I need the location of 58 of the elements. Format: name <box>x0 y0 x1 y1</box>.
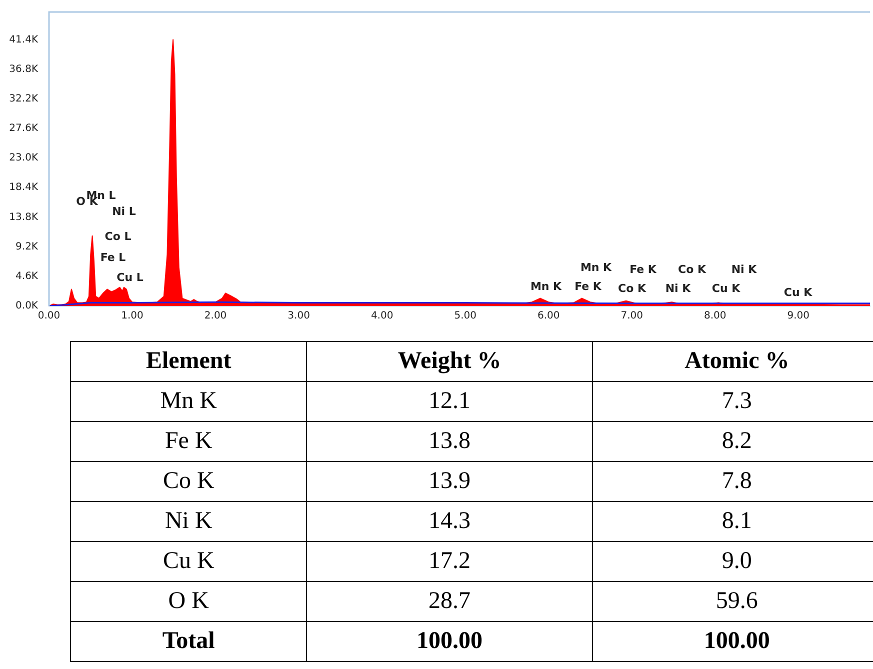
annotation: Co K <box>618 282 646 295</box>
annotation: Fe L <box>100 250 126 264</box>
annotation: Cu K <box>712 282 741 295</box>
y-tick-label: 41.4K <box>9 34 38 46</box>
x-tick-label: 7.00 <box>620 310 643 322</box>
text: 14.3 <box>306 502 592 542</box>
category-label: Weight % <box>306 342 592 382</box>
y-tick-label: 18.4K <box>9 182 38 194</box>
text: 17.2 <box>306 542 592 582</box>
annotation: Ni K <box>665 282 692 295</box>
text: 7.3 <box>592 382 873 422</box>
text: 8.2 <box>592 422 873 462</box>
x-tick-label: 6.00 <box>537 310 560 322</box>
x-tick-label: 2.00 <box>204 310 227 322</box>
text: 9.0 <box>592 542 873 582</box>
annotation: Fe K <box>630 262 657 276</box>
text: 13.9 <box>306 462 592 502</box>
annotation: Ni K <box>731 262 758 276</box>
text: Fe K <box>70 422 307 462</box>
x-tick-label: 8.00 <box>704 310 726 322</box>
y-tick-label: 27.6K <box>9 123 38 134</box>
annotation: Fe K <box>574 280 602 293</box>
text: Co K <box>70 462 307 502</box>
x-tick-label: 1.00 <box>121 310 144 322</box>
annotation: Cu L <box>116 270 144 284</box>
text: 59.6 <box>592 582 873 622</box>
text: 28.7 <box>306 582 592 622</box>
category-label: Element <box>70 342 307 382</box>
annotation: Mn K <box>530 280 562 293</box>
x-tick-label: 5.00 <box>454 310 476 322</box>
text: Cu K <box>70 542 307 582</box>
y-tick-label: 4.6K <box>16 271 38 282</box>
y-tick-label: 13.8K <box>9 212 38 223</box>
annotation: Co L <box>104 230 132 243</box>
y-tick-label: 0.0K <box>16 300 38 312</box>
annotation: Cu K <box>784 286 813 299</box>
text: 13.8 <box>306 422 592 462</box>
text: 7.8 <box>592 462 873 502</box>
text: Total <box>70 622 307 662</box>
annotation: Co K <box>678 262 706 276</box>
annotation: Mn K <box>580 260 612 274</box>
x-tick-label: 0.00 <box>38 310 60 322</box>
text: 12.1 <box>306 382 592 422</box>
text: O K <box>70 582 307 622</box>
annotation: Ni L <box>112 204 136 218</box>
y-tick-label: 36.8K <box>9 64 38 75</box>
text: Mn K <box>70 382 307 422</box>
x-tick-label: 3.00 <box>288 310 310 322</box>
category-label: Atomic % <box>592 342 873 382</box>
y-tick-label: 23.0K <box>9 152 38 164</box>
text: 8.1 <box>592 502 873 542</box>
y-tick-label: 9.2K <box>16 241 38 252</box>
text: Ni K <box>70 502 307 542</box>
x-tick-label: 4.00 <box>370 310 394 322</box>
y-tick-label: 32.2K <box>9 93 38 104</box>
text: 100.00 <box>306 622 592 662</box>
text: 100.00 <box>592 622 873 662</box>
x-tick-label: 9.00 <box>787 310 810 322</box>
